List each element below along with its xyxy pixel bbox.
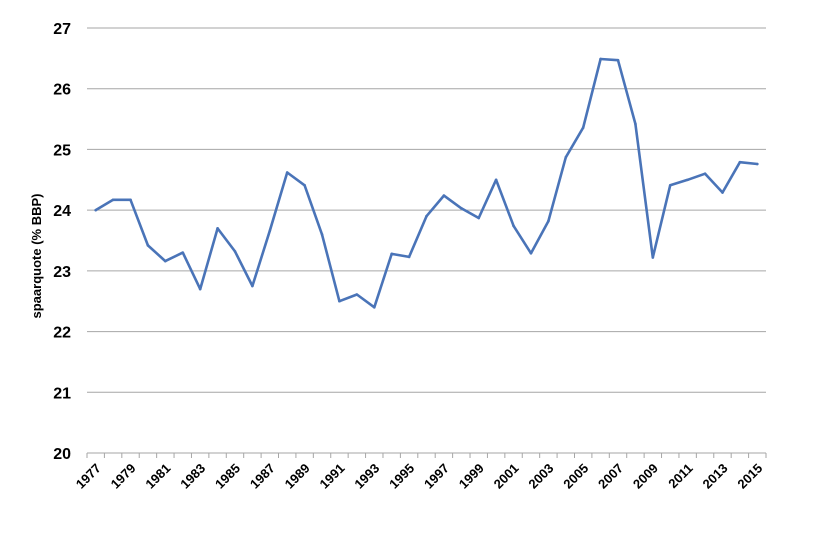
data-point — [442, 194, 446, 197]
data-point — [547, 219, 550, 223]
y-axis-label: spaarquote (% BBP) — [29, 194, 44, 319]
x-tick-label: 2015 — [734, 461, 765, 492]
data-point — [407, 255, 411, 259]
y-tick-label: 23 — [53, 264, 71, 281]
data-point — [494, 178, 498, 182]
x-tick-label: 1981 — [142, 461, 173, 492]
y-axis-ticks: 20 21 22 23 24 25 26 27 — [53, 21, 71, 463]
data-point — [512, 224, 515, 228]
data-point — [198, 287, 202, 291]
data-point — [216, 227, 219, 230]
data-point — [390, 252, 393, 256]
y-tick-label: 27 — [53, 21, 71, 38]
data-point — [111, 198, 115, 202]
x-tick-label: 2001 — [491, 461, 522, 492]
x-tick-label: 2013 — [700, 461, 731, 492]
data-point — [320, 233, 324, 236]
data-point — [146, 244, 150, 247]
data-point — [338, 299, 341, 303]
data-point — [686, 178, 689, 182]
y-tick-label: 26 — [53, 82, 71, 99]
data-point — [477, 216, 481, 220]
data-point — [738, 160, 742, 164]
data-point — [372, 305, 376, 309]
data-point — [599, 57, 602, 61]
data-point — [616, 58, 620, 62]
series-line — [94, 57, 759, 309]
data-point — [285, 171, 289, 174]
y-tick-label: 24 — [53, 203, 71, 220]
x-tick-label: 1977 — [73, 461, 104, 492]
x-tick-label: 1995 — [386, 461, 417, 492]
data-point — [651, 256, 655, 259]
data-point — [425, 214, 428, 218]
data-point — [268, 229, 272, 233]
data-point — [703, 172, 707, 176]
x-tick-label: 1983 — [177, 461, 208, 492]
data-point — [181, 251, 185, 254]
y-tick-label: 21 — [53, 385, 71, 402]
x-tick-label: 1993 — [351, 461, 382, 492]
data-point — [581, 126, 585, 129]
x-tick-label: 2009 — [630, 461, 661, 492]
data-point — [529, 251, 533, 255]
x-tick-label: 1991 — [317, 461, 348, 492]
data-point — [94, 208, 98, 212]
gridlines — [87, 27, 766, 393]
x-axis — [86, 452, 767, 458]
data-point — [755, 162, 759, 166]
x-tick-label: 1989 — [282, 461, 313, 492]
data-point — [564, 156, 568, 159]
y-tick-label: 20 — [53, 446, 71, 463]
data-point — [634, 122, 637, 126]
data-point — [721, 191, 724, 194]
x-tick-label: 2011 — [665, 461, 696, 492]
x-tick-label: 1979 — [108, 461, 139, 492]
data-point — [303, 183, 306, 187]
x-tick-label: 1997 — [421, 461, 452, 492]
y-tick-label: 25 — [53, 142, 71, 159]
data-point — [233, 250, 237, 253]
y-tick-label: 22 — [53, 325, 71, 342]
x-tick-label: 1987 — [247, 461, 278, 492]
data-point — [164, 259, 167, 263]
data-point — [251, 284, 254, 288]
data-point — [355, 293, 359, 296]
x-tick-label: 1999 — [456, 461, 487, 492]
data-point — [129, 198, 132, 202]
x-axis-ticks: 1977 1979 1981 1983 1985 1987 1989 1991 1993 1995… — [73, 461, 766, 492]
x-tick-label: 1985 — [212, 461, 243, 492]
x-tick-label: 2003 — [525, 461, 556, 492]
x-tick-label: 2005 — [560, 461, 591, 492]
data-point — [668, 183, 672, 187]
x-tick-label: 2007 — [595, 461, 626, 492]
series-group — [94, 57, 759, 309]
data-point — [460, 207, 463, 210]
